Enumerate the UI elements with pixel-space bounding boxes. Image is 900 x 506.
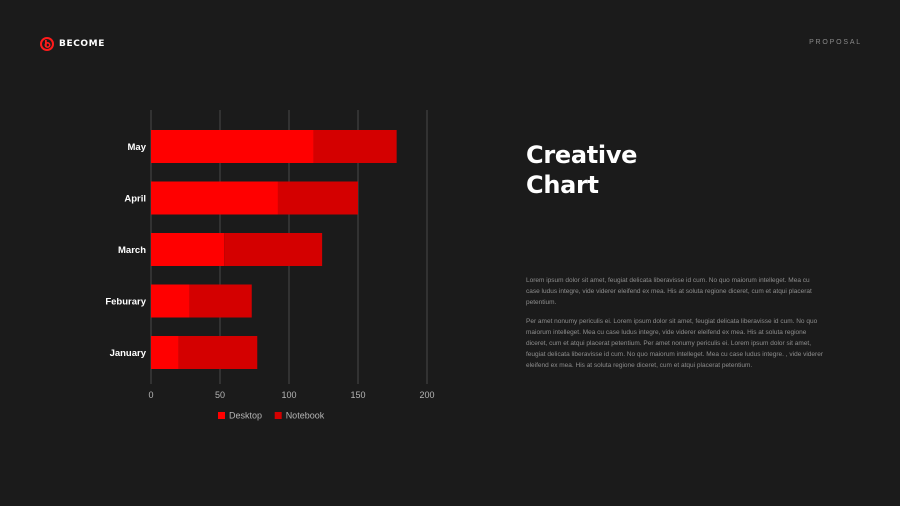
proposal-label: PROPOSAL [809, 39, 862, 46]
bar-notebook-may [313, 130, 397, 163]
bar-desktop-april [151, 181, 278, 215]
x-tick-label: 0 [148, 390, 153, 400]
title-line-2: Chart [526, 171, 599, 199]
bar-desktop-january [151, 336, 179, 369]
x-tick-label: 200 [419, 390, 434, 400]
brand-name: BECOME [59, 39, 105, 49]
legend-swatch [218, 412, 225, 419]
legend-label: Desktop [229, 411, 262, 421]
bar-notebook-feburary [189, 284, 252, 318]
legend-swatch [274, 412, 282, 419]
body-text: Lorem ipsum dolor sit amet, feugiat deli… [526, 275, 824, 379]
legend-label: Notebook [286, 411, 325, 421]
body-paragraph-1: Lorem ipsum dolor sit amet, feugiat deli… [526, 277, 812, 306]
category-label: March [118, 245, 146, 256]
bar-desktop-may [151, 130, 314, 163]
category-label: Feburary [105, 297, 146, 308]
category-label: May [128, 142, 147, 153]
body-paragraph-2: Per amet nonumy periculis ei. Lorem ipsu… [526, 318, 823, 369]
stacked-bar-chart: 0 50 100 150 200 May April March Feburary January… [105, 110, 435, 421]
bar-notebook-march [224, 233, 323, 266]
x-tick-label: 50 [215, 390, 225, 400]
become-logo-icon [40, 37, 54, 51]
category-label: April [124, 194, 146, 205]
bar-notebook-january [178, 336, 258, 369]
page-title: Creative Chart [526, 140, 637, 200]
x-tick-label: 150 [350, 390, 365, 400]
bar-notebook-april [277, 181, 358, 215]
title-line-1: Creative [526, 141, 638, 169]
category-label: January [110, 348, 147, 359]
brand: BECOME [40, 37, 105, 51]
bar-desktop-march [151, 233, 225, 266]
bar-desktop-feburary [151, 284, 190, 318]
x-tick-label: 100 [281, 390, 296, 400]
